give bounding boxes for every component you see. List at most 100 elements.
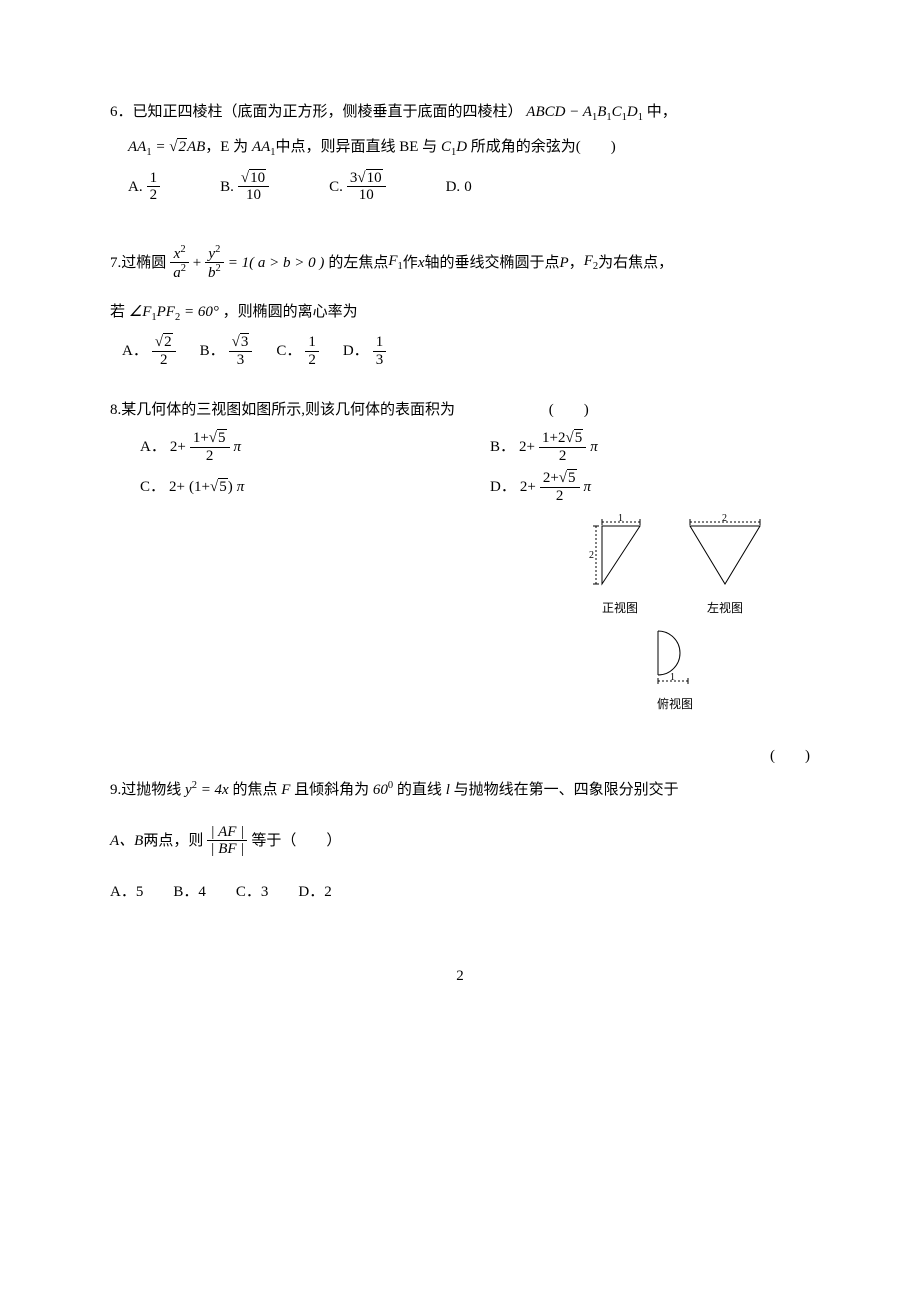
q7-a2: a2 — [170, 263, 189, 282]
top-view-svg: 1 — [640, 625, 710, 685]
q6-c-label: C. — [329, 175, 343, 199]
q7-a-den: 2 — [152, 352, 176, 369]
dim-1-t: 1 — [670, 672, 675, 683]
q8-float-paren: ( ) — [110, 744, 810, 768]
q7-t1e: ， — [569, 251, 584, 275]
q7-d-num: 1 — [373, 334, 387, 352]
q6-t2f: 所成角的余弦为( ) — [467, 139, 616, 155]
q9-l: l — [446, 782, 450, 798]
q9-frac-num: | AF | — [207, 824, 247, 842]
q9-stem-line1: 9.过抛物线 y2 = 4x 的焦点 F 且倾斜角为 600 的直线 l 与抛物… — [110, 778, 810, 802]
q7-d-label: D． — [343, 339, 369, 363]
q7-t2c: ，则椭圆的离心率为 — [223, 304, 358, 320]
q8-c-label: C． — [140, 475, 165, 499]
top-label: 俯视图 — [640, 695, 710, 714]
q8-opt-d: D． 2+2+52π — [460, 470, 810, 504]
q8-opt-a: A． 2+1+52π — [110, 430, 460, 464]
q6-a-num: 1 — [147, 170, 161, 188]
q8-left-view: 2 左视图 — [680, 514, 770, 618]
q7-t1f: 为右焦点， — [598, 251, 673, 275]
q9-opt-a: A．5 — [110, 880, 143, 904]
q6-opt-c: C. 31010 — [329, 170, 386, 204]
q6-t2b: ，E 为 — [205, 139, 248, 155]
q7-opt-d: D． 13 — [343, 334, 386, 368]
q8-c-suf: π — [237, 475, 245, 499]
q7-a-num: 2 — [152, 334, 176, 352]
question-8: 8.某几何体的三视图如图所示,则该几何体的表面积为 ( ) A． 2+1+52π… — [110, 398, 810, 713]
q7-d-den: 3 — [373, 352, 387, 369]
q7-ellipse-eq: x2a2 + y2b2 = 1( a > b > 0 ) — [170, 244, 324, 282]
q6-options: A. 12 B. 1010 C. 31010 D. 0 — [110, 170, 810, 204]
q8-d-label: D． — [490, 475, 516, 499]
q8-options: A． 2+1+52π B． 2+1+252π C． 2+(1+5)π D． 2+… — [110, 430, 810, 504]
q7-x: x — [418, 251, 425, 275]
q8-d-den: 2 — [540, 488, 580, 505]
left-label: 左视图 — [680, 599, 770, 618]
q6-text1: 已知正四棱柱（底面为正方形，侧棱垂直于底面的四棱柱） — [133, 104, 523, 120]
q7-t1a: 过椭圆 — [121, 251, 166, 275]
q7-x2: x2 — [170, 244, 189, 264]
front-label: 正视图 — [580, 599, 660, 618]
q6-opt-a: A. 12 — [128, 170, 160, 204]
q8-b-pre: 2+ — [519, 435, 535, 459]
dim-2-l: 2 — [722, 514, 727, 524]
q6-opt-d: D. 0 — [446, 175, 472, 199]
q7-b-num: 3 — [229, 334, 253, 352]
q7-t1b: 的左焦点 — [328, 251, 388, 275]
q9-t2b: 两点，则 — [143, 829, 203, 853]
q7-opt-c: C． 12 — [276, 334, 319, 368]
dim-2-f: 2 — [589, 550, 594, 561]
q6-aa1: AA1 — [252, 139, 276, 155]
q6-number: 6． — [110, 104, 133, 120]
q6-c-den: 10 — [347, 187, 386, 204]
q8-diagram: 1 2 正视图 2 — [110, 514, 770, 713]
q6-text2: 中， — [647, 104, 677, 120]
q9-parabola: y2 = 4x — [185, 782, 229, 798]
q6-b-den: 10 — [238, 187, 269, 204]
q7-rhs: = 1( a > b > 0 ) — [228, 251, 325, 275]
q7-t2a: 若 — [110, 304, 125, 320]
left-view-svg: 2 — [680, 514, 770, 589]
q7-y2: y2 — [205, 244, 224, 264]
q8-top-row: 1 2 正视图 2 — [580, 514, 770, 618]
q9-AB: A、B — [110, 829, 143, 853]
q8-b-suf: π — [590, 435, 598, 459]
q9-stem-line2: A、B 两点，则 | AF || BF | 等于（ ） — [110, 824, 341, 858]
q7-f2: F2 — [584, 249, 598, 276]
q6-stem-line2: AA1 = 2AB，E 为 AA1中点，则异面直线 BE 与 C1D 所成角的余… — [110, 135, 810, 162]
question-9: 9.过抛物线 y2 = 4x 的焦点 F 且倾斜角为 600 的直线 l 与抛物… — [110, 778, 810, 904]
q7-opt-a: A． 22 — [122, 334, 176, 368]
q6-d-val: 0 — [464, 175, 472, 199]
q9-opt-b: B．4 — [173, 880, 206, 904]
q7-number: 7. — [110, 251, 121, 275]
question-6: 6．已知正四棱柱（底面为正方形，侧棱垂直于底面的四棱柱） ABCD − A1B1… — [110, 100, 810, 204]
q8-d-pre: 2+ — [520, 475, 536, 499]
q6-prism: ABCD − A1B1C1D1 — [526, 104, 643, 120]
q9-F: F — [281, 782, 290, 798]
q8-d-suf: π — [584, 475, 592, 499]
q7-c-den: 2 — [305, 352, 319, 369]
q8-opt-c: C． 2+(1+5)π — [110, 470, 460, 504]
q8-paren: ( ) — [549, 402, 589, 418]
q6-b-num: 10 — [238, 170, 269, 188]
q8-b-den: 2 — [539, 448, 586, 465]
q8-c-pre: 2+ — [169, 475, 185, 499]
q8-a-pre: 2+ — [170, 435, 186, 459]
q8-top-view: 1 俯视图 — [640, 625, 710, 714]
q9-60: 600 — [373, 782, 393, 798]
q7-p: P — [560, 251, 569, 275]
q6-c-num: 310 — [347, 170, 386, 188]
q8-number: 8. — [110, 402, 121, 418]
q8-a-den: 2 — [190, 448, 230, 465]
q9-opt-d: D．2 — [298, 880, 331, 904]
q7-stem-line1: 7. 过椭圆 x2a2 + y2b2 = 1( a > b > 0 ) 的左焦点… — [110, 244, 673, 282]
q9-opt-c: C．3 — [236, 880, 269, 904]
q7-c-label: C． — [276, 339, 301, 363]
q9-t1e: 且倾斜角为 — [294, 782, 369, 798]
q6-c1d: C1D — [441, 139, 467, 155]
front-view-svg: 1 2 — [580, 514, 660, 589]
q7-plus: + — [189, 251, 205, 275]
q7-c-num: 1 — [305, 334, 319, 352]
q7-angle: ∠F1PF2 = 60° — [129, 304, 219, 320]
q6-stem-line1: 6．已知正四棱柱（底面为正方形，侧棱垂直于底面的四棱柱） ABCD − A1B1… — [110, 100, 810, 127]
